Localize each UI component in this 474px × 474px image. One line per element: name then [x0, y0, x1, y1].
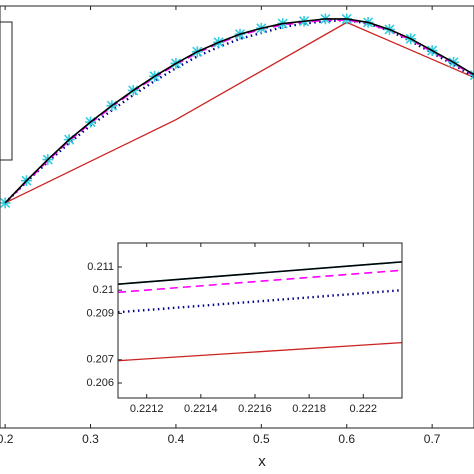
- x-tick-label: 0.2: [0, 432, 14, 446]
- x-tick-label: 0.2218: [292, 403, 326, 415]
- axes-box: [117, 242, 403, 399]
- x-tick-label: 0.222: [350, 403, 378, 415]
- x-tick-label: 0.7: [424, 432, 441, 446]
- x-tick-label: 0.6: [338, 432, 355, 446]
- series-line: [4, 18, 474, 204]
- y-tick-label: 0.207: [86, 354, 114, 366]
- x-tick-label: 0.2214: [184, 403, 218, 415]
- x-tick-label: 0.3: [82, 432, 99, 446]
- plot-area: [0, 13, 474, 209]
- series-line: [118, 269, 402, 294]
- inset-background: [118, 243, 402, 398]
- plot-area: [118, 261, 402, 362]
- y-tick-label: 0.21: [93, 284, 114, 296]
- axes-box: [0, 5, 474, 429]
- x-tick-label: 0.2212: [130, 403, 164, 415]
- y-tick-label: 0.211: [87, 261, 114, 273]
- series-line: [118, 341, 402, 362]
- x-tick-label: 0.4: [168, 432, 185, 446]
- y-tick-label: 0.206: [86, 377, 114, 389]
- series-line: [4, 21, 474, 204]
- legend-box: [0, 21, 13, 161]
- series-line: [4, 18, 474, 204]
- x-tick-label: 0.2216: [238, 403, 272, 415]
- x-axis-label: x: [258, 453, 266, 470]
- series-line: [118, 261, 402, 285]
- x-tick-label: 0.5: [253, 432, 270, 446]
- y-tick-label: 0.209: [86, 307, 114, 319]
